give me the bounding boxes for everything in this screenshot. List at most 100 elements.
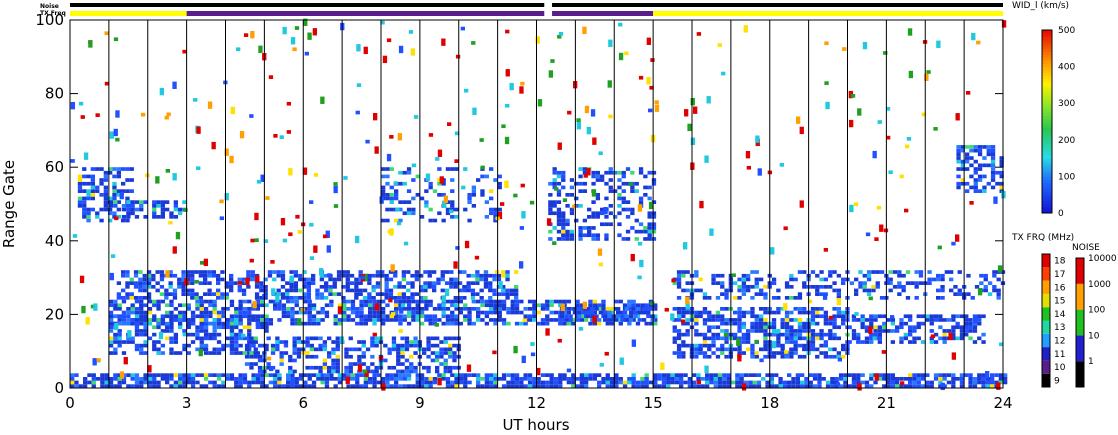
data-cell-3141 bbox=[866, 288, 872, 293]
data-cell-1619 bbox=[285, 296, 290, 300]
data-cell-69 bbox=[165, 373, 170, 377]
noise-cell-12 bbox=[252, 300, 257, 309]
data-cell-380 bbox=[614, 373, 619, 377]
data-cell-2374 bbox=[489, 167, 494, 171]
data-cell-2976 bbox=[836, 336, 842, 341]
data-cell-1047 bbox=[286, 314, 291, 319]
data-cell-1150 bbox=[381, 321, 386, 326]
data-cell-2082 bbox=[430, 343, 436, 348]
data-cell-3376 bbox=[956, 159, 961, 164]
data-cell-3030 bbox=[715, 281, 721, 285]
data-cell-1952 bbox=[322, 347, 328, 352]
data-cell-1737 bbox=[388, 270, 394, 274]
data-cell-872 bbox=[264, 314, 269, 319]
noise-cell-21 bbox=[825, 101, 830, 110]
data-cell-923 bbox=[156, 307, 161, 311]
data-cell-1401 bbox=[609, 307, 615, 311]
data-cell-1817 bbox=[470, 273, 476, 278]
colorbar-txfreq-swatch-2 bbox=[1042, 347, 1050, 361]
data-cell-274 bbox=[467, 380, 472, 385]
data-cell-2592 bbox=[577, 307, 582, 311]
data-cell-1609 bbox=[276, 292, 281, 296]
data-cell-297 bbox=[501, 377, 507, 381]
data-cell-914 bbox=[147, 310, 153, 315]
noise-cell-222 bbox=[273, 134, 278, 138]
noise-cell-264 bbox=[297, 318, 302, 326]
data-cell-2765 bbox=[737, 347, 742, 352]
data-cell-945 bbox=[182, 318, 187, 322]
data-cell-3347 bbox=[959, 325, 965, 330]
data-cell-1484 bbox=[146, 281, 152, 285]
data-cell-1152 bbox=[381, 314, 386, 319]
data-cell-1227 bbox=[445, 299, 451, 304]
data-cell-1808 bbox=[462, 270, 467, 274]
data-cell-3414 bbox=[977, 163, 983, 168]
data-cell-136 bbox=[264, 373, 269, 377]
data-cell-967 bbox=[203, 321, 209, 326]
data-cell-1489 bbox=[151, 277, 156, 282]
data-cell-740 bbox=[169, 325, 174, 330]
data-cell-533 bbox=[838, 384, 844, 388]
noise-cell-203 bbox=[88, 40, 93, 48]
data-cell-298 bbox=[501, 373, 507, 377]
data-cell-1782 bbox=[436, 281, 441, 285]
data-cell-2858 bbox=[780, 332, 785, 337]
noise-cell-132 bbox=[395, 207, 400, 212]
data-cell-437 bbox=[700, 384, 705, 388]
data-cell-2565 bbox=[647, 215, 652, 219]
data-cell-3374 bbox=[956, 174, 961, 179]
data-cell-2183 bbox=[108, 196, 113, 201]
data-cell-1463 bbox=[129, 277, 134, 282]
data-cell-1219 bbox=[441, 310, 446, 315]
data-cell-1791 bbox=[444, 281, 450, 285]
data-cell-3340 bbox=[955, 336, 960, 341]
data-cell-2234 bbox=[130, 204, 135, 208]
data-cell-207 bbox=[372, 384, 377, 388]
data-cell-1200 bbox=[424, 318, 429, 322]
data-cell-3 bbox=[70, 373, 75, 377]
data-cell-1205 bbox=[428, 321, 433, 326]
data-cell-555 bbox=[869, 377, 874, 381]
data-cell-3161 bbox=[892, 270, 898, 274]
data-cell-2177 bbox=[103, 174, 109, 179]
noise-cell-390 bbox=[883, 51, 888, 55]
data-cell-2884 bbox=[793, 351, 798, 355]
data-cell-1752 bbox=[406, 296, 411, 300]
data-cell-669 bbox=[117, 336, 122, 341]
data-cell-1751 bbox=[401, 270, 407, 274]
data-cell-1018 bbox=[251, 314, 256, 319]
data-cell-1455 bbox=[125, 292, 130, 296]
data-cell-1195 bbox=[419, 321, 425, 326]
data-cell-2810 bbox=[759, 325, 764, 330]
noise-cell-206 bbox=[933, 127, 938, 131]
data-cell-306 bbox=[514, 384, 520, 388]
data-cell-807 bbox=[221, 347, 226, 352]
data-cell-690 bbox=[134, 329, 140, 333]
data-cell-8 bbox=[83, 384, 88, 388]
noise-cell-8 bbox=[597, 248, 603, 256]
data-cell-1777 bbox=[427, 270, 432, 274]
data-cell-771 bbox=[195, 325, 200, 330]
data-cell-1235 bbox=[454, 318, 459, 322]
noise-cell-66 bbox=[823, 248, 829, 252]
data-cell-2950 bbox=[823, 351, 829, 355]
data-cell-2418 bbox=[561, 226, 566, 230]
data-cell-1317 bbox=[532, 307, 537, 311]
data-cell-840 bbox=[242, 351, 248, 355]
data-cell-2158 bbox=[95, 215, 100, 219]
data-cell-1092 bbox=[333, 321, 338, 326]
colorbar-width-step-3 bbox=[1042, 200, 1052, 205]
noise-cell-269 bbox=[250, 31, 255, 39]
data-cell-3361 bbox=[972, 329, 978, 333]
data-cell-345 bbox=[566, 380, 572, 385]
data-cell-2528 bbox=[625, 237, 631, 241]
data-cell-1850 bbox=[505, 296, 510, 300]
data-cell-2890 bbox=[793, 329, 798, 333]
data-cell-527 bbox=[830, 384, 835, 388]
data-cell-1327 bbox=[545, 321, 550, 326]
data-cell-2081 bbox=[430, 351, 436, 355]
data-cell-325 bbox=[536, 377, 541, 381]
data-cell-1683 bbox=[341, 273, 346, 278]
data-cell-1577 bbox=[237, 277, 242, 282]
noise-cell-340 bbox=[504, 136, 510, 145]
